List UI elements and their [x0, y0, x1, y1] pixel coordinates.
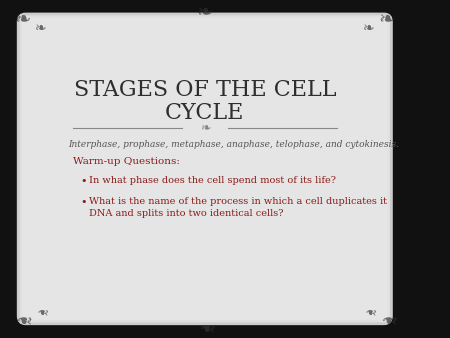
- Text: Interphase, prophase, metaphase, anaphase, telophase, and cytokinesis.: Interphase, prophase, metaphase, anaphas…: [68, 140, 399, 149]
- FancyBboxPatch shape: [18, 14, 392, 324]
- FancyBboxPatch shape: [22, 18, 388, 320]
- Text: ❧: ❧: [379, 308, 395, 327]
- Text: ❧: ❧: [35, 21, 47, 35]
- Text: ❧: ❧: [199, 121, 210, 135]
- Text: STAGES OF THE CELL: STAGES OF THE CELL: [73, 79, 336, 101]
- Text: ❧: ❧: [363, 303, 374, 317]
- Text: ❧: ❧: [197, 316, 213, 335]
- Text: DNA and splits into two identical cells?: DNA and splits into two identical cells?: [89, 209, 284, 218]
- Text: ❧: ❧: [14, 308, 31, 327]
- Text: CYCLE: CYCLE: [165, 102, 244, 124]
- Text: What is the name of the process in which a cell duplicates it: What is the name of the process in which…: [89, 197, 387, 206]
- Text: Warm-up Questions:: Warm-up Questions:: [73, 158, 180, 166]
- Text: ❧: ❧: [363, 21, 374, 35]
- Text: ❧: ❧: [14, 10, 31, 29]
- Text: ❧: ❧: [35, 303, 47, 317]
- Text: ❧: ❧: [197, 3, 213, 23]
- Text: In what phase does the cell spend most of its life?: In what phase does the cell spend most o…: [89, 176, 336, 185]
- Text: •: •: [80, 176, 86, 186]
- Text: ❧: ❧: [379, 10, 395, 29]
- Text: •: •: [80, 197, 86, 207]
